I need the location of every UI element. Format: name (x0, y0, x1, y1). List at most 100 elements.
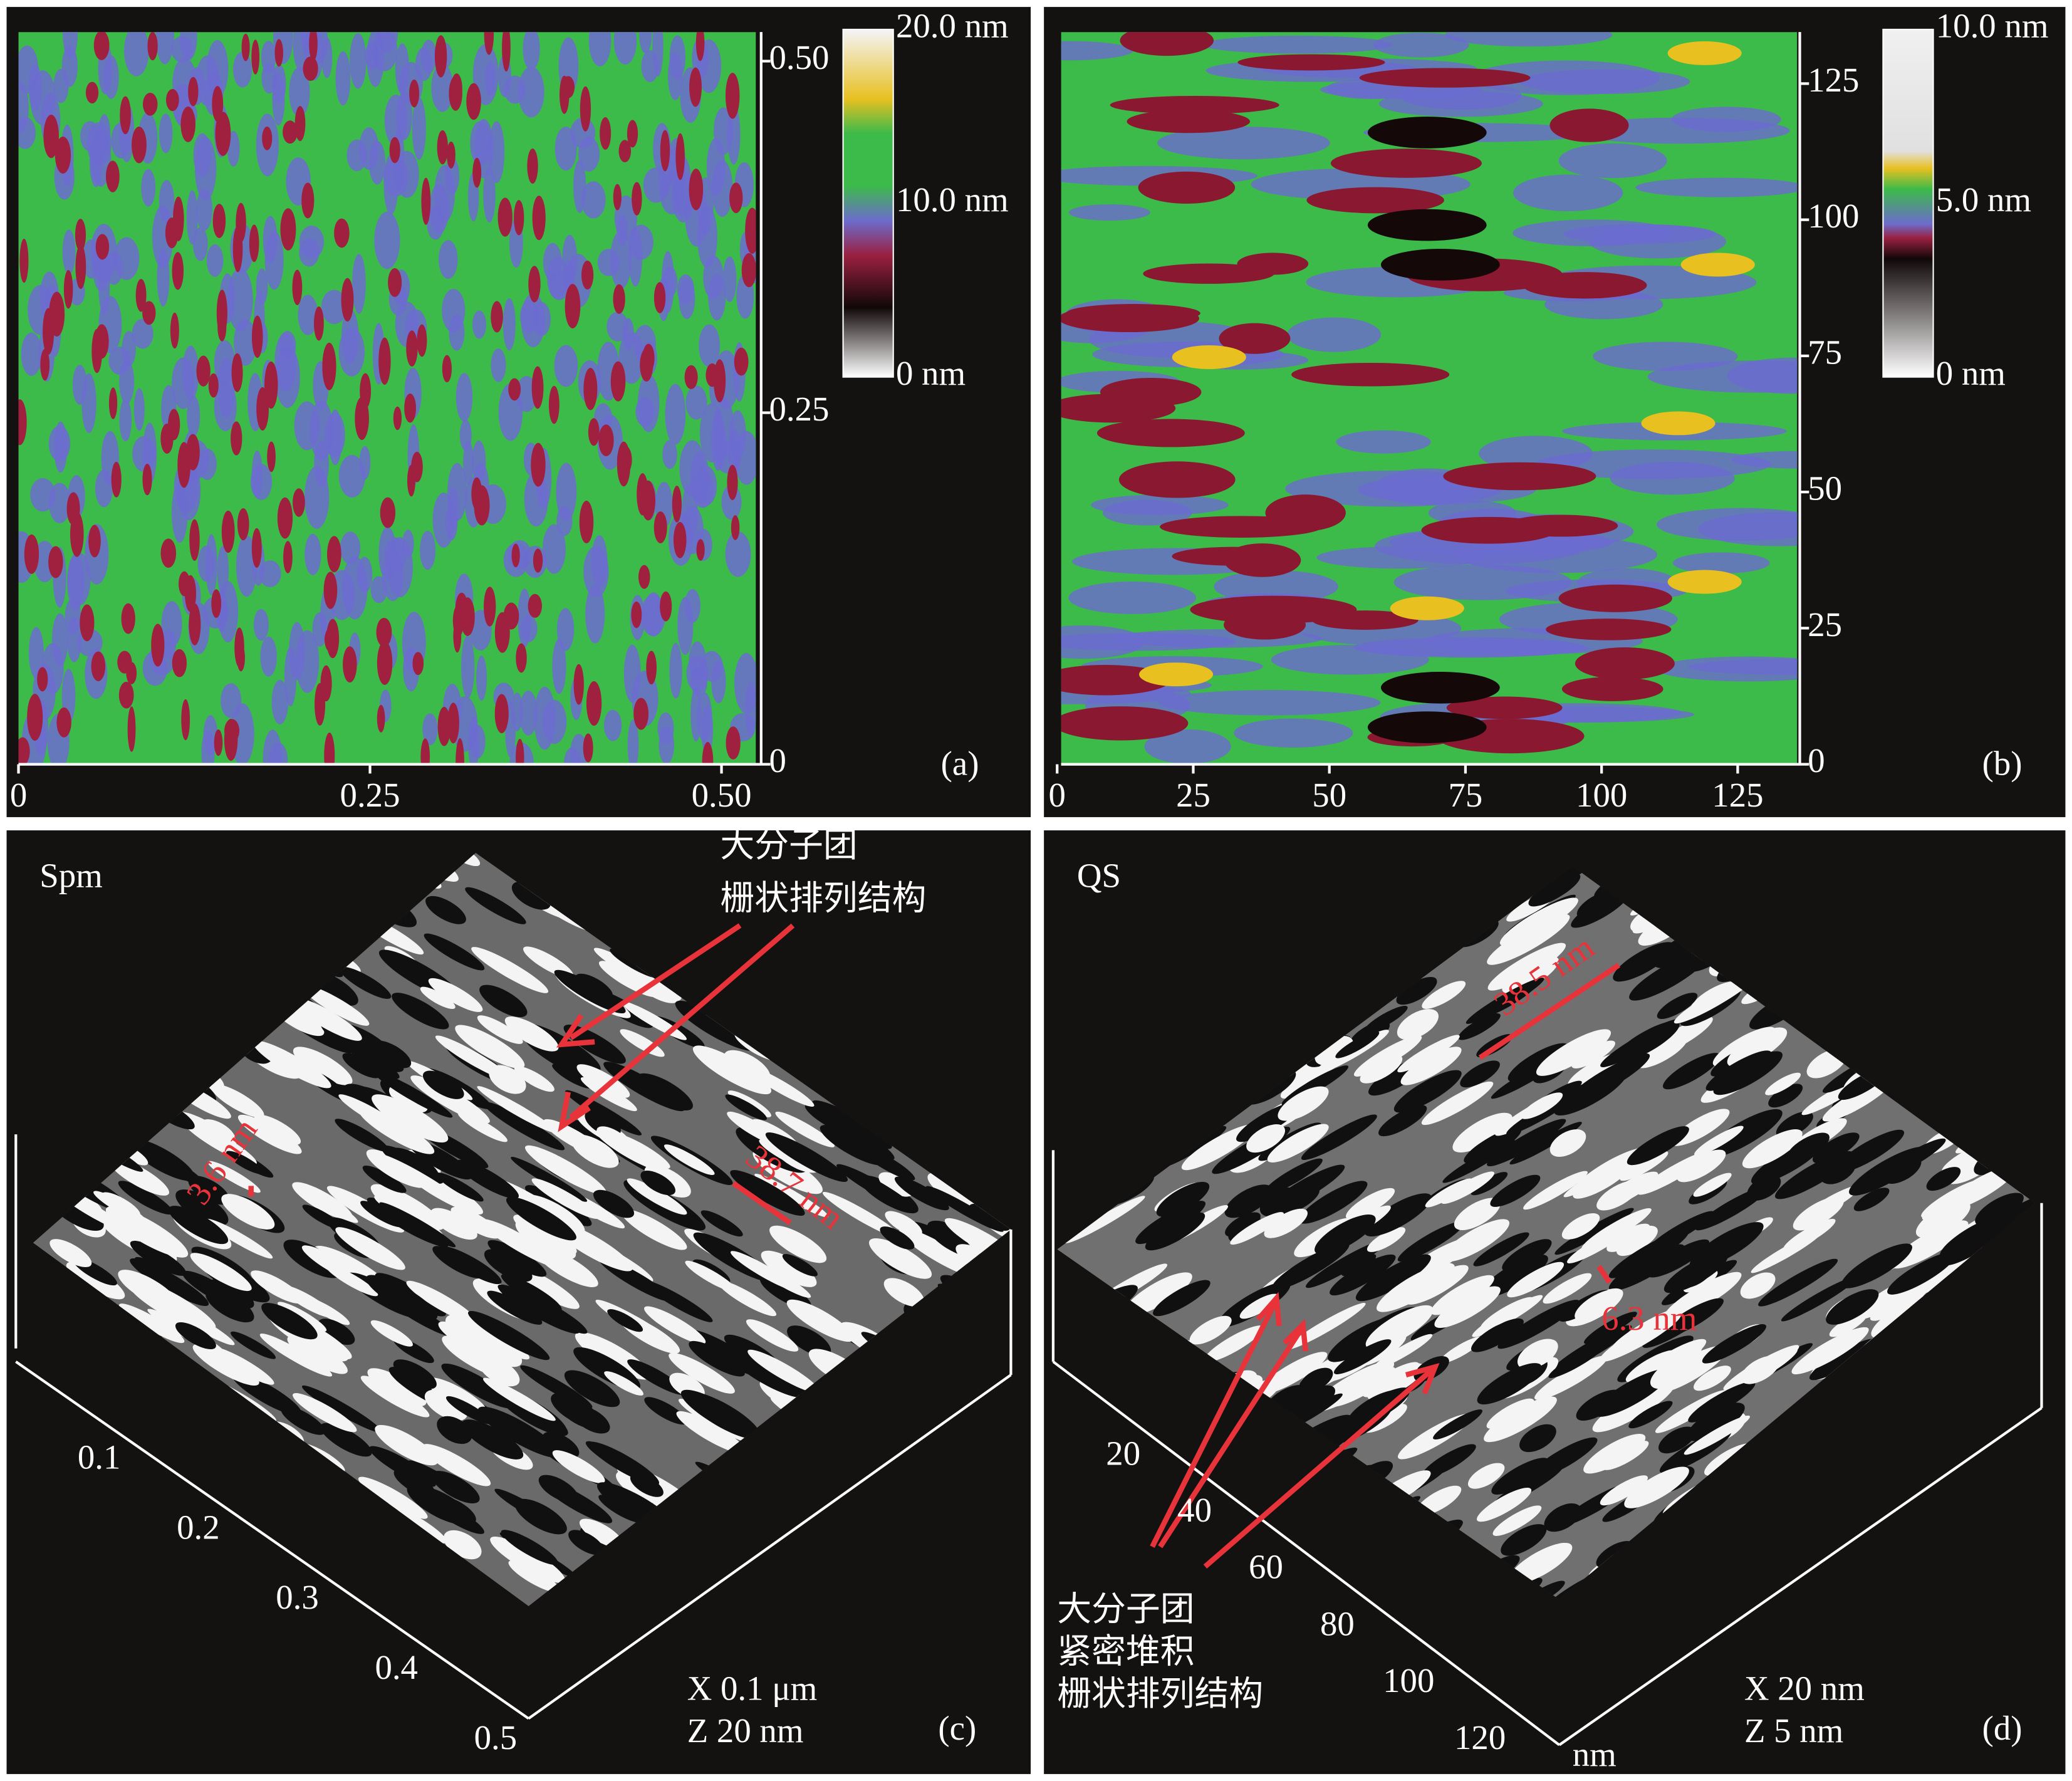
texture (130, 1240, 187, 1276)
texture (373, 1071, 453, 1118)
texture (689, 1340, 745, 1377)
texture (1822, 1079, 1893, 1122)
texture (420, 986, 456, 1009)
texture (341, 278, 354, 322)
texture (393, 1359, 437, 1389)
texture (1670, 1109, 1730, 1146)
texture (1118, 461, 1236, 498)
texture (706, 138, 726, 196)
texture (214, 382, 237, 431)
texture (653, 511, 667, 543)
texture (224, 719, 240, 743)
texture (1663, 1053, 1721, 1090)
texture (260, 636, 277, 677)
texture (1452, 1112, 1512, 1153)
texture (1367, 117, 1487, 149)
texture (610, 231, 632, 290)
texture (160, 538, 177, 568)
texture (1393, 564, 1572, 600)
texture (215, 112, 231, 156)
texture (1694, 1366, 1731, 1391)
texture (118, 681, 134, 709)
texture (1548, 1344, 1606, 1379)
texture (75, 219, 86, 251)
texture (111, 461, 122, 498)
texture (612, 1133, 670, 1169)
texture (515, 1220, 576, 1260)
texture (1373, 33, 1469, 58)
texture (1544, 1503, 1581, 1532)
texture (201, 729, 215, 765)
texture (132, 436, 156, 472)
texture (1546, 619, 1672, 640)
texture (314, 441, 329, 488)
texture (427, 206, 444, 240)
scale-label: X 20 nm (1744, 1669, 1865, 1708)
texture (554, 969, 626, 1014)
texture (1517, 1339, 1558, 1369)
texture (135, 1256, 174, 1282)
texture (786, 1299, 855, 1342)
texture (252, 1040, 331, 1089)
texture (701, 705, 714, 755)
texture (1693, 1173, 1732, 1197)
texture (161, 630, 177, 659)
texture (490, 1537, 565, 1583)
texture (370, 1184, 444, 1230)
texture (637, 473, 648, 516)
texture (483, 167, 496, 223)
axis-tick-label: 40 (1177, 1491, 1212, 1529)
texture (277, 1302, 327, 1332)
texture (1458, 1013, 1501, 1040)
texture (1786, 1132, 1830, 1162)
texture (487, 1240, 547, 1277)
texture (1740, 1272, 1776, 1299)
texture (586, 681, 602, 726)
texture (1508, 1542, 1573, 1584)
texture (664, 1144, 715, 1175)
texture (746, 1319, 799, 1352)
texture (221, 683, 242, 718)
texture (730, 1170, 805, 1216)
texture (437, 130, 448, 165)
texture (632, 182, 642, 216)
texture (652, 32, 664, 77)
texture (159, 113, 173, 154)
texture (1549, 108, 1629, 142)
texture (675, 133, 685, 180)
texture (67, 553, 85, 611)
texture (24, 534, 39, 574)
texture (1480, 1297, 1534, 1330)
texture (323, 572, 338, 609)
texture (214, 340, 236, 386)
texture (62, 229, 76, 274)
texture (662, 440, 677, 469)
texture (474, 485, 490, 526)
texture (118, 1303, 185, 1344)
texture (128, 1138, 195, 1181)
texture (272, 73, 285, 126)
texture (253, 608, 269, 641)
colorbar-label: 0 nm (896, 354, 966, 392)
texture (328, 409, 343, 466)
texture (639, 32, 652, 53)
texture (617, 214, 628, 246)
texture (334, 218, 350, 248)
texture (883, 1278, 925, 1307)
texture (368, 140, 386, 185)
texture (170, 312, 179, 349)
texture (1315, 1214, 1376, 1255)
texture (627, 1178, 687, 1215)
texture (669, 1352, 735, 1394)
texture (211, 589, 222, 619)
texture (377, 704, 385, 733)
texture (456, 738, 464, 765)
texture (1380, 671, 1500, 704)
texture (211, 1347, 274, 1385)
axes (14, 32, 2043, 1747)
texture (217, 312, 227, 342)
texture (520, 615, 538, 642)
texture (1467, 1463, 1505, 1489)
texture (440, 1246, 502, 1285)
texture (187, 395, 200, 437)
